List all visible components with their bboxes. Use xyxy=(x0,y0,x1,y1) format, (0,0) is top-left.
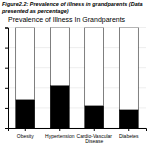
text-line: presented as percentage) xyxy=(1,8,69,14)
x-tick: Obesity xyxy=(17,128,34,139)
tick-mark xyxy=(59,128,60,131)
grid xyxy=(8,28,146,129)
tick-mark xyxy=(5,88,8,89)
text-line: Diabetes xyxy=(119,133,139,139)
y-tick xyxy=(5,88,8,89)
subtitle: Figure2.2: Prevalence of illness in gran… xyxy=(1,1,143,14)
bar xyxy=(50,28,69,86)
tick-mark xyxy=(5,108,8,109)
bar xyxy=(119,110,138,128)
bar xyxy=(16,100,35,128)
plot: Obesity HypertensionCardio-VascularDiseas… xyxy=(5,28,147,145)
text-line: Obesity xyxy=(17,133,34,139)
x-tick-label: Hypertension xyxy=(45,133,75,139)
x-axis: Obesity HypertensionCardio-VascularDiseas… xyxy=(9,128,147,144)
tick-mark xyxy=(94,128,95,131)
text-line: Prevalence of Illness In Grandparents xyxy=(8,16,126,24)
bar xyxy=(85,28,104,106)
x-tick: Cardio-VascularDisease xyxy=(77,128,113,144)
chart-container: Figure2.2: Prevalence of illness in gran… xyxy=(0,0,150,150)
tick-mark xyxy=(5,48,8,49)
y-tick xyxy=(5,68,8,69)
bar-series xyxy=(16,28,138,110)
y-tick xyxy=(5,48,8,49)
x-tick-label: Obesity xyxy=(17,133,34,139)
x-tick-label: Cardio-VascularDisease xyxy=(77,133,113,145)
chart-svg: Figure2.2: Prevalence of illness in gran… xyxy=(0,0,150,150)
y-tick xyxy=(5,128,8,129)
bar xyxy=(85,106,104,128)
text-line: Hypertension xyxy=(45,133,75,139)
tick-mark xyxy=(5,128,8,129)
axis-line xyxy=(5,28,9,129)
tick-mark xyxy=(128,128,129,131)
x-tick: Diabetes xyxy=(119,128,139,139)
bar xyxy=(16,28,35,100)
x-tick-label: Diabetes xyxy=(119,133,139,139)
text-line: Disease xyxy=(85,138,103,144)
tick-mark xyxy=(5,68,8,69)
axis-line xyxy=(9,129,147,132)
x-tick: Hypertension xyxy=(45,128,75,139)
bar xyxy=(50,86,69,128)
y-tick xyxy=(5,108,8,109)
y-tick xyxy=(5,28,8,29)
y-axis xyxy=(5,28,9,129)
title: Prevalence of Illness In Grandparents xyxy=(8,16,126,24)
tick-mark xyxy=(25,128,26,131)
bars xyxy=(16,28,138,129)
text-line: Figure2.2: Prevalence of illness in gran… xyxy=(2,1,143,7)
bar xyxy=(119,28,138,110)
tick-mark xyxy=(5,28,8,29)
